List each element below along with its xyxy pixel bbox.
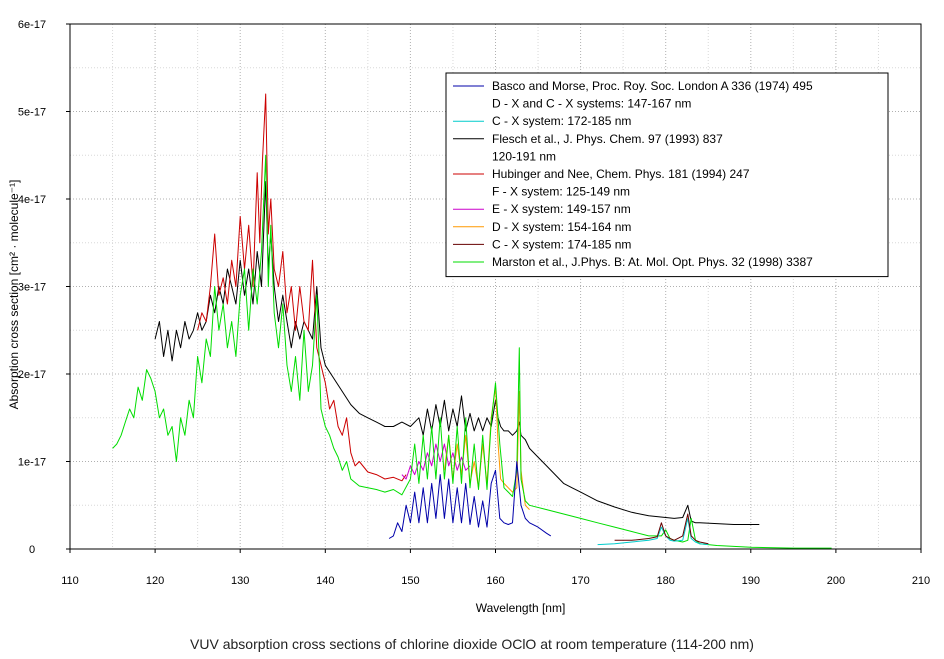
legend-entry: 120-191 nm (492, 149, 556, 163)
series-line (614, 513, 709, 545)
x-axis-label: Wavelength [nm] (476, 601, 566, 615)
x-tick-label: 150 (401, 575, 419, 587)
axis-titles: Wavelength [nm] Absorption cross section… (7, 180, 565, 615)
plot-series (112, 93, 832, 549)
axis-ticks: 110 120 130 140 150 160 170 180 190 200 210 0 1e-17 2… (18, 19, 930, 587)
series-line (597, 517, 709, 546)
series-line (197, 93, 407, 482)
series-line (388, 461, 552, 539)
legend-entry: D - X and C - X systems: 147-167 nm (492, 97, 691, 111)
legend-entry: Basco and Morse, Proc. Roy. Soc. London … (492, 79, 813, 93)
legend-entry: Hubinger and Nee, Chem. Phys. 181 (1994)… (492, 167, 750, 181)
y-tick-label: 6e-17 (18, 19, 46, 31)
legend-box (445, 72, 889, 278)
y-tick-label: 3e-17 (18, 282, 46, 294)
x-tick-label: 120 (146, 575, 164, 587)
legend: Basco and Morse, Proc. Roy. Soc. London … (445, 72, 889, 278)
series-line (401, 443, 471, 480)
y-tick-label: 1e-17 (18, 457, 46, 469)
x-tick-label: 180 (657, 575, 675, 587)
x-tick-label: 110 (61, 575, 79, 587)
figure-caption: VUV absorption cross sections of chlorin… (190, 636, 754, 652)
x-tick-label: 130 (231, 575, 249, 587)
legend-entry: C - X system: 172-185 nm (492, 114, 631, 128)
x-tick-label: 190 (742, 575, 760, 587)
y-tick-label: 2e-17 (18, 369, 46, 381)
x-tick-label: 140 (316, 575, 334, 587)
y-tick-label: 5e-17 (18, 107, 46, 119)
x-tick-label: 160 (486, 575, 504, 587)
legend-entry: Flesch et al., J. Phys. Chem. 97 (1993) … (492, 132, 723, 146)
y-tick-label: 0 (29, 544, 35, 556)
legend-entry: D - X system: 154-164 nm (492, 220, 631, 234)
legend-entry: E - X system: 149-157 nm (492, 202, 631, 216)
legend-entry: F - X system: 125-149 nm (492, 185, 630, 199)
legend-entry: C - X system: 174-185 nm (492, 237, 631, 251)
y-tick-label: 4e-17 (18, 194, 46, 206)
y-axis-label: Absorption cross section [cm² · molecule… (7, 180, 21, 410)
x-tick-label: 210 (912, 575, 930, 587)
series-line (154, 181, 760, 525)
series-line (112, 154, 832, 549)
legend-entry: Marston et al., J.Phys. B: At. Mol. Opt.… (492, 255, 813, 269)
x-tick-label: 170 (571, 575, 589, 587)
x-tick-label: 200 (827, 575, 845, 587)
